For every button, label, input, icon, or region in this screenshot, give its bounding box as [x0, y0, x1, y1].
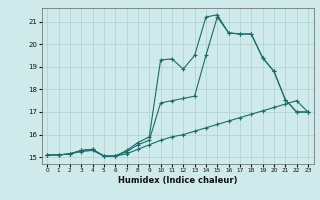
- X-axis label: Humidex (Indice chaleur): Humidex (Indice chaleur): [118, 176, 237, 185]
